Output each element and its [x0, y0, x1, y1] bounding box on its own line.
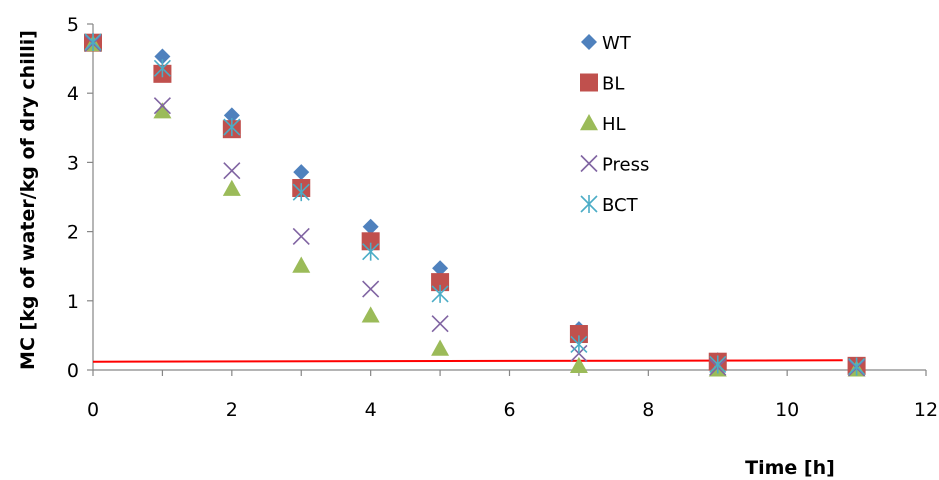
series-bct [84, 32, 866, 376]
y-tick-label: 4 [67, 83, 79, 105]
data-point [432, 260, 449, 277]
data-point [292, 256, 311, 273]
data-point [222, 179, 241, 196]
legend-label: Press [602, 155, 649, 176]
x-tick-label: 0 [87, 399, 99, 421]
y-tick-label: 5 [67, 14, 79, 36]
data-point [153, 97, 171, 115]
x-tick-label: 2 [226, 399, 238, 421]
legend-item-wt: WT [581, 33, 632, 54]
x-axis-title: Time [h] [745, 457, 835, 479]
data-point [361, 232, 380, 251]
legend-marker [580, 73, 598, 92]
data-point [154, 48, 171, 65]
series-bl [84, 33, 866, 375]
data-point [361, 306, 380, 323]
legend-item-bl: BL [580, 73, 624, 95]
reference-line [92, 359, 843, 363]
x-tick-label: 10 [775, 399, 799, 421]
legend-label: BL [602, 74, 624, 95]
legend-marker [580, 154, 598, 173]
reference-line-layer [92, 359, 843, 363]
data-point [570, 335, 588, 354]
legend: WT BL HL Press BCT [580, 33, 649, 216]
data-point [709, 355, 727, 374]
y-tick-label: 0 [67, 360, 79, 382]
data-point [362, 280, 380, 298]
data-point [362, 242, 380, 261]
data-point [153, 102, 172, 119]
data-point [362, 218, 379, 235]
data-point [431, 315, 449, 333]
legend-marker [580, 195, 598, 213]
data-point [569, 356, 588, 374]
series-layer [84, 32, 866, 377]
y-tick-label: 3 [67, 152, 79, 174]
x-tick-label: 8 [642, 399, 654, 421]
y-tick-label: 2 [67, 222, 79, 244]
series-wt [85, 33, 865, 374]
data-point [223, 107, 240, 124]
legend-item-press: Press [580, 154, 649, 176]
data-point [431, 273, 450, 292]
data-point [431, 339, 450, 356]
x-tick-label: 12 [914, 399, 938, 421]
y-tick-label: 1 [67, 291, 79, 313]
data-point [153, 59, 171, 78]
data-point [292, 183, 310, 202]
x-tick-label: 4 [365, 399, 377, 421]
legend-label: WT [602, 33, 632, 54]
y-axis-title: MC [kg of water/kg of dry chilli] [17, 30, 39, 370]
data-point [848, 357, 866, 376]
data-point [292, 227, 310, 246]
data-point [223, 162, 241, 180]
x-tick-label: 6 [503, 399, 515, 421]
legend-label: HL [602, 114, 626, 135]
legend-item-bct: BCT [580, 195, 639, 216]
data-point [569, 325, 588, 344]
legend-label: BCT [602, 195, 639, 216]
legend-item-hl: HL [580, 114, 626, 135]
legend-marker [581, 34, 597, 50]
axes [92, 24, 926, 371]
series-hl [84, 35, 866, 377]
data-point [223, 118, 241, 137]
data-point [293, 164, 310, 181]
series-press [84, 34, 866, 377]
legend-marker [580, 114, 598, 131]
data-point [84, 32, 102, 51]
data-point [431, 284, 449, 303]
